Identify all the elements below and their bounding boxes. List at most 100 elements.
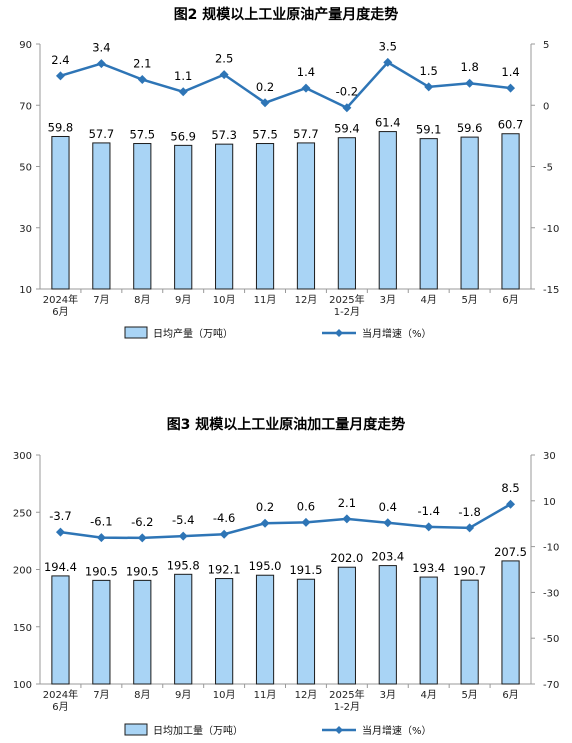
line-value-label: 3.4 <box>92 41 110 55</box>
bar-value-label: 57.7 <box>293 127 319 141</box>
x-tick-label: 6月 <box>502 294 518 306</box>
bar-value-label: 190.5 <box>126 564 159 578</box>
bar <box>174 144 193 290</box>
x-tick-label-line: 3月 <box>380 294 396 306</box>
line-point <box>424 522 434 532</box>
line-point <box>137 533 147 543</box>
legend-line-label: 当月增速（%） <box>362 327 432 340</box>
y-tick-label-right: -50 <box>543 634 559 645</box>
x-tick-label-line: 2024年 <box>43 688 78 701</box>
line-value-label: -4.6 <box>213 511 235 525</box>
legend-bar-label: 日均加工量（万吨） <box>153 724 243 737</box>
x-tick-label-line: 11月 <box>254 689 277 701</box>
line-point <box>55 71 65 81</box>
line-value-label: -1.4 <box>417 504 439 518</box>
y-tick-label-right: -15 <box>543 285 559 296</box>
bar <box>174 573 193 685</box>
x-tick-label: 9月 <box>175 689 191 701</box>
line-value-label: 1.1 <box>174 69 192 83</box>
y-tick-label-right: -10 <box>543 224 559 235</box>
bar-value-label: 57.3 <box>211 128 237 142</box>
line-point <box>137 75 147 85</box>
x-tick-label: 3月 <box>380 294 396 306</box>
line-point <box>260 518 270 528</box>
line-value-label: 0.2 <box>256 80 274 94</box>
bar-value-label: 59.6 <box>457 121 483 135</box>
y-tick-label-left: 250 <box>13 508 32 519</box>
x-tick-label: 5月 <box>461 294 477 306</box>
bar <box>337 137 356 290</box>
legend-line-label: 当月增速（%） <box>362 724 432 737</box>
y-tick-label-left: 150 <box>13 623 32 634</box>
x-tick-label: 2025年 1-2月 <box>329 293 364 318</box>
bar <box>215 143 234 290</box>
line-value-label: -0.2 <box>336 85 358 99</box>
line-value-label: -1.8 <box>458 505 480 519</box>
y-tick-label-right: -30 <box>543 588 559 599</box>
line-point <box>301 517 311 527</box>
line-value-label: 1.4 <box>297 65 315 79</box>
bar <box>215 578 234 685</box>
y-tick-label-left: 300 <box>13 451 32 462</box>
chart-title: 图3 规模以上工业原油加工量月度走势 <box>166 417 406 433</box>
line-point <box>424 82 434 92</box>
x-tick-label-line: 7月 <box>93 294 109 306</box>
bar <box>296 578 316 685</box>
x-tick-label: 3月 <box>380 689 396 701</box>
x-tick-label: 9月 <box>175 294 191 306</box>
bar <box>92 142 111 290</box>
bar <box>255 143 275 290</box>
bar <box>501 560 520 685</box>
bar <box>337 566 356 685</box>
y-tick-label-right: 5 <box>543 40 549 51</box>
x-tick-label: 2025年 1-2月 <box>329 688 364 713</box>
bar <box>51 575 70 685</box>
legend-line-marker <box>335 726 343 734</box>
bar-value-label: 203.4 <box>371 550 404 564</box>
x-tick-label-line: 12月 <box>295 294 318 306</box>
bar-value-label: 190.5 <box>85 564 118 578</box>
x-tick-label-line: 10月 <box>213 294 236 306</box>
y-tick-label-left: 100 <box>13 680 32 691</box>
x-tick-label-line: 2025年 <box>329 293 364 306</box>
x-tick-label-line: 7月 <box>93 689 109 701</box>
x-tick-label: 12月 <box>295 294 318 306</box>
bar-value-label: 59.4 <box>334 122 360 136</box>
x-tick-label: 7月 <box>93 294 109 306</box>
line-point <box>178 87 188 97</box>
bar-value-label: 202.0 <box>330 551 363 565</box>
y-tick-label-right: -70 <box>543 680 559 691</box>
bar-value-label: 191.5 <box>289 563 322 577</box>
bar <box>133 579 152 685</box>
line-point <box>383 518 393 528</box>
x-tick-label-line: 2024年 <box>43 293 78 306</box>
legend-line-marker <box>335 329 343 337</box>
chart-crude-oil-processing: 图3 规模以上工业原油加工量月度走势 100 150 200 250 300 -70 -50… <box>0 410 572 743</box>
y-tick-label-right: -10 <box>543 543 559 554</box>
bar-value-label: 194.4 <box>44 560 77 574</box>
x-tick-label-line: 8月 <box>134 294 150 306</box>
x-tick-label: 10月 <box>213 689 236 701</box>
line-point <box>383 57 393 67</box>
bar <box>378 565 397 685</box>
legend-bar-swatch <box>124 326 148 339</box>
bar-value-label: 57.5 <box>252 128 278 142</box>
x-tick-label: 7月 <box>93 689 109 701</box>
line-value-label: -3.7 <box>49 509 71 523</box>
x-tick-label-line: 2025年 <box>329 688 364 701</box>
line-value-label: 2.1 <box>133 57 151 71</box>
y-tick-label-right: 30 <box>543 451 556 462</box>
x-tick-label-line: 5月 <box>461 294 477 306</box>
bar <box>296 142 316 290</box>
line-value-label: -6.1 <box>90 515 112 529</box>
line-value-label: 1.5 <box>420 64 438 78</box>
bar <box>133 143 152 290</box>
legend-bar-label: 日均产量（万吨） <box>153 327 233 340</box>
y-tick-label-left: 10 <box>19 285 32 296</box>
bar-value-label: 61.4 <box>375 116 401 130</box>
x-tick-label: 11月 <box>254 689 277 701</box>
line-point <box>465 523 475 533</box>
line-point <box>178 531 188 541</box>
line-point <box>342 103 352 113</box>
line-value-label: 1.8 <box>460 60 478 74</box>
